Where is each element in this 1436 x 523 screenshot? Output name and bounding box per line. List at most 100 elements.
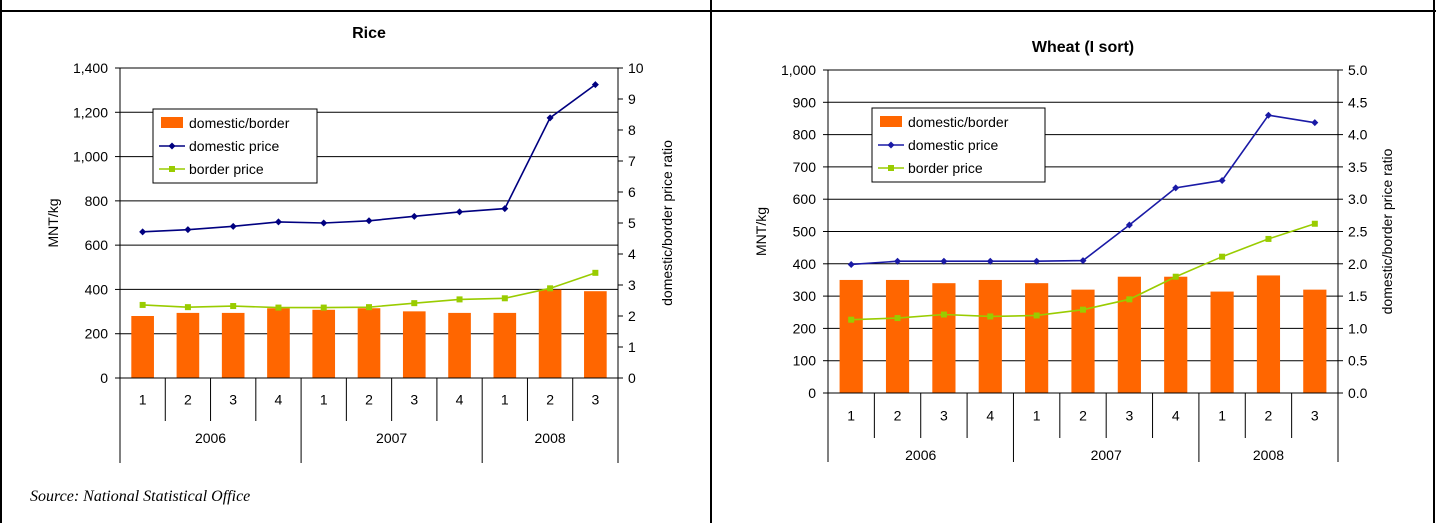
y2-tick-label: 8 xyxy=(628,122,636,138)
x-tick-label: 4 xyxy=(275,392,283,408)
frame-divider xyxy=(710,0,712,523)
y-tick-label: 800 xyxy=(85,193,109,209)
domestic-price-point xyxy=(229,222,237,230)
y-tick-label: 300 xyxy=(793,288,817,304)
domestic-price-point xyxy=(184,226,192,234)
y-tick-label: 200 xyxy=(793,320,817,336)
ratio-bar xyxy=(1071,289,1095,393)
x-tick-label: 3 xyxy=(591,392,599,408)
x-tick-label: 1 xyxy=(1033,408,1041,424)
y2-tick-label: 4.5 xyxy=(1348,94,1368,110)
chart-title: Wheat (I sort) xyxy=(1032,39,1134,56)
x-tick-label: 1 xyxy=(139,392,147,408)
y2-tick-label: 2.0 xyxy=(1348,256,1368,272)
ratio-bar xyxy=(402,311,426,378)
x-tick-label: 1 xyxy=(501,392,509,408)
ratio-bar xyxy=(493,312,517,378)
y2-tick-label: 10 xyxy=(628,60,644,76)
border-price-point xyxy=(184,304,191,311)
legend-label: border price xyxy=(189,161,264,177)
border-price-point xyxy=(366,304,372,311)
legend-label: domestic/border xyxy=(189,115,290,131)
x-tick-label: 2 xyxy=(365,392,373,408)
x-tick-label: 1 xyxy=(320,392,328,408)
domestic-price-point xyxy=(894,257,902,265)
y-tick-label: 1,400 xyxy=(73,60,108,76)
domestic-price-point xyxy=(591,81,599,89)
ratio-bar xyxy=(221,312,245,378)
y2-tick-label: 4 xyxy=(628,246,636,262)
y2-tick-label: 6 xyxy=(628,184,636,200)
ratio-bar xyxy=(1210,291,1234,393)
domestic-price-point xyxy=(1125,221,1133,229)
border-price-point xyxy=(230,303,237,310)
y2-tick-label: 9 xyxy=(628,91,636,107)
border-price-point xyxy=(547,285,554,292)
legend-marker-border xyxy=(169,166,175,172)
y2-tick-label: 5.0 xyxy=(1348,62,1368,78)
frame-right-border xyxy=(1433,0,1435,523)
legend-swatch-bar xyxy=(880,116,902,127)
y2-tick-label: 3 xyxy=(628,277,636,293)
domestic-price-point xyxy=(501,205,509,213)
y2-tick-label: 3.5 xyxy=(1348,159,1368,175)
x-tick-label: 4 xyxy=(456,392,464,408)
border-price-point xyxy=(411,300,418,307)
domestic-price-point xyxy=(1033,257,1041,265)
domestic-price-point xyxy=(1264,111,1272,119)
y-tick-label: 900 xyxy=(793,94,817,110)
ratio-bar xyxy=(176,312,200,378)
domestic-price-point xyxy=(847,260,855,268)
y-tick-label: 600 xyxy=(793,191,817,207)
y2-tick-label: 2.5 xyxy=(1348,224,1368,240)
ratio-bar xyxy=(1303,289,1327,393)
y2-tick-label: 0.5 xyxy=(1348,353,1368,369)
x-tick-label: 2 xyxy=(894,408,902,424)
x-tick-label: 3 xyxy=(1125,408,1133,424)
x-tick-label: 4 xyxy=(1172,408,1180,424)
ratio-bar xyxy=(1025,283,1049,393)
legend-marker-domestic xyxy=(168,142,176,150)
border-price-point xyxy=(1126,296,1133,303)
border-price-point xyxy=(1033,312,1040,319)
domestic-price-point xyxy=(410,212,418,220)
ratio-bar xyxy=(584,291,607,378)
domestic-price-point xyxy=(1311,119,1319,127)
y2-tick-label: 1.0 xyxy=(1348,320,1368,336)
border-price-point xyxy=(1172,273,1179,280)
border-price-point xyxy=(894,315,901,322)
border-price-point xyxy=(848,316,855,323)
y2-tick-label: 0 xyxy=(628,370,636,386)
domestic-price-point xyxy=(274,218,282,226)
legend-marker-domestic xyxy=(887,141,895,149)
x-year-label: 2007 xyxy=(1091,447,1122,463)
x-tick-label: 2 xyxy=(546,392,554,408)
ratio-bar xyxy=(839,279,863,393)
ratio-bar xyxy=(538,289,562,378)
y-tick-label: 0 xyxy=(100,370,108,386)
x-tick-label: 1 xyxy=(847,408,855,424)
domestic-price-point xyxy=(320,219,328,227)
legend-swatch-bar xyxy=(161,117,183,128)
ratio-bar xyxy=(312,309,336,378)
y2-tick-label: 3.0 xyxy=(1348,191,1368,207)
border-price-point xyxy=(1080,306,1086,313)
domestic-price-point xyxy=(940,257,948,265)
border-price-point xyxy=(592,269,599,276)
x-tick-label: 3 xyxy=(229,392,237,408)
ratio-bar xyxy=(1117,276,1141,393)
x-tick-label: 4 xyxy=(986,408,994,424)
y2-tick-label: 1.5 xyxy=(1348,288,1368,304)
border-price-line xyxy=(142,272,596,309)
rice-chart: Rice 0 200 400 600 800 1,000 1,200 1,400 0 1 2 3 4 5 6 7… xyxy=(45,25,675,463)
y-tick-label: 700 xyxy=(793,159,817,175)
domestic-price-point xyxy=(456,208,464,216)
y-axis-title: MNT/kg xyxy=(45,199,61,248)
border-price-point xyxy=(456,296,463,303)
ratio-bar xyxy=(267,308,290,378)
y-tick-label: 0 xyxy=(808,385,816,401)
y-tick-label: 400 xyxy=(793,256,817,272)
x-year-label: 2006 xyxy=(195,430,226,446)
y-tick-label: 600 xyxy=(85,237,109,253)
